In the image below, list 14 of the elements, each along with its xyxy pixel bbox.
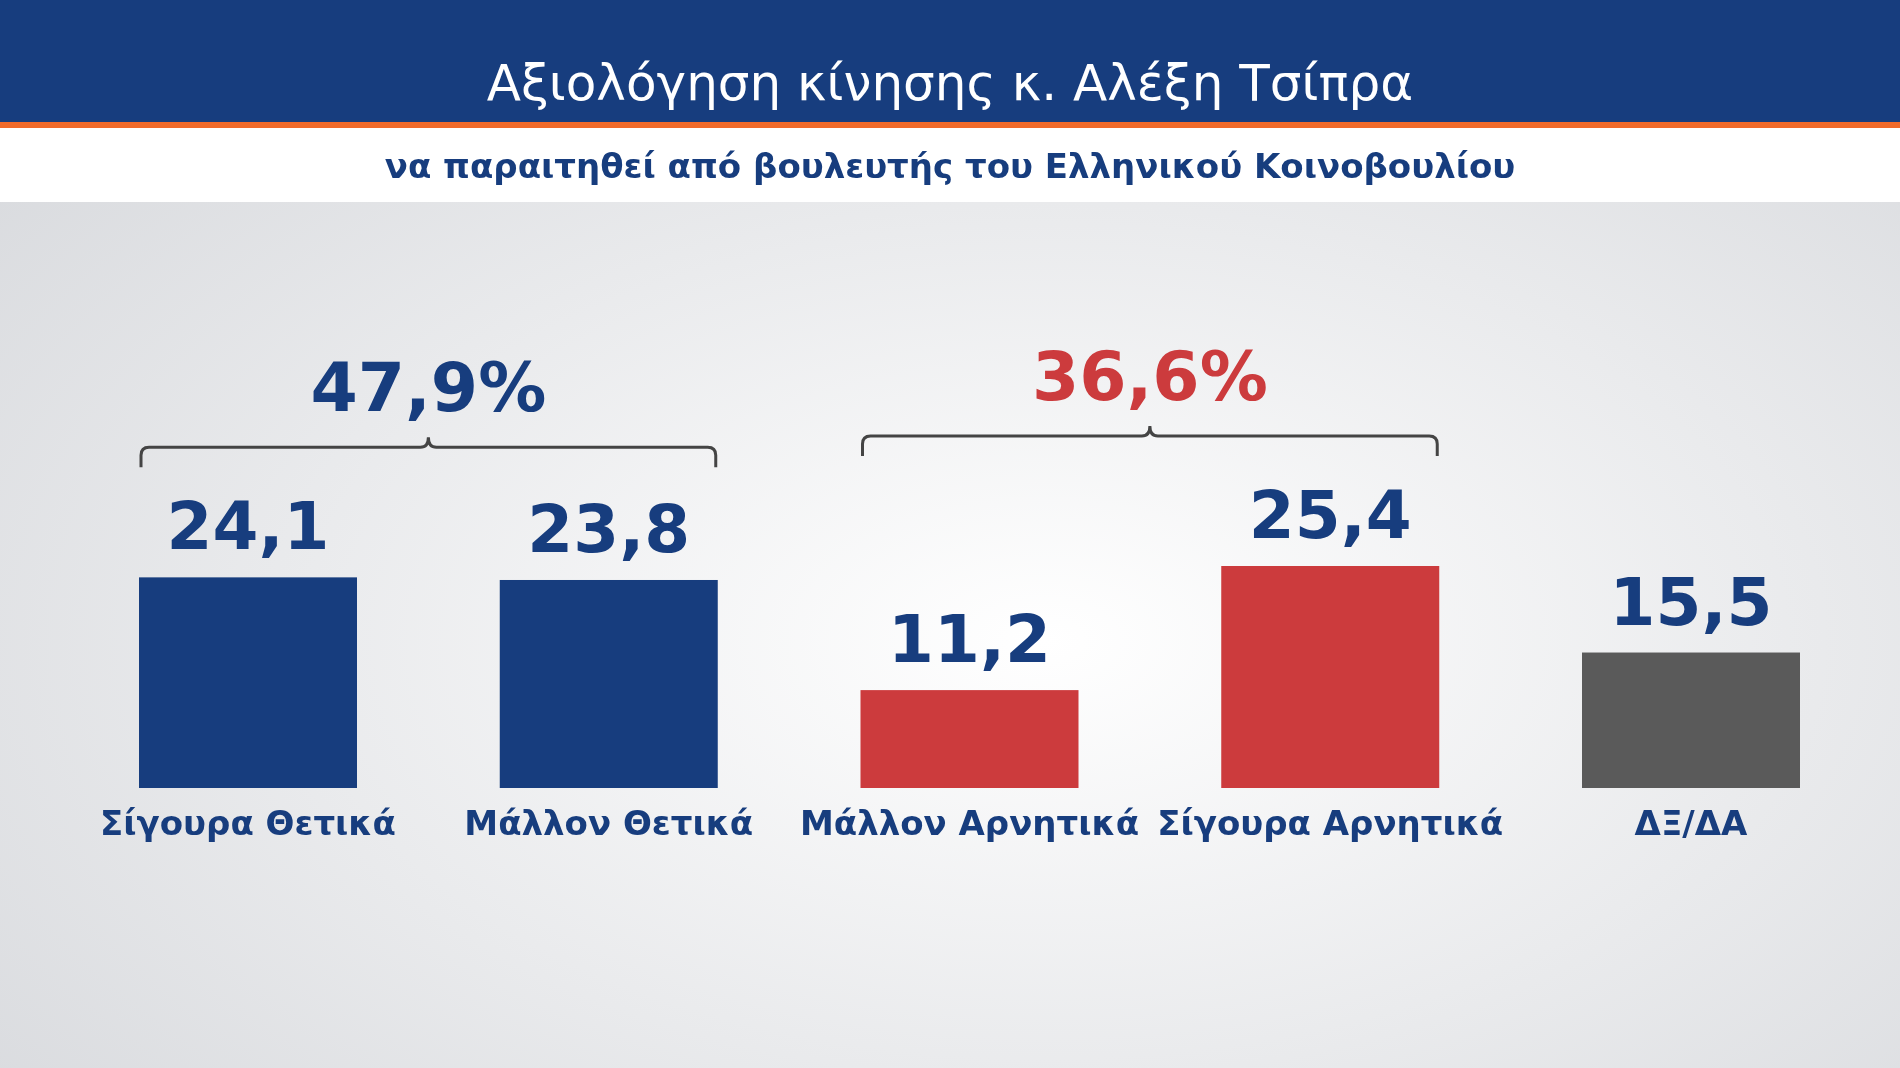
text: 47,9% (310, 348, 547, 428)
text: 36,6% (1031, 337, 1268, 416)
data-label: 23,8 (527, 490, 691, 568)
chart-title: Αξιολόγηση κίνησης κ. Αλέξη Τσίπρα (486, 54, 1414, 112)
data-label: 24,1 (166, 488, 330, 566)
x-tick-label: ΔΞ/ΔΑ (1634, 803, 1749, 843)
data-label: 25,4 (1248, 477, 1412, 554)
x-tick-label: Μάλλον Θετικά (464, 803, 754, 843)
chart-subtitle: να παραιτηθεί από βουλευτής του Ελληνικού Κοινοβουλίου (384, 146, 1516, 186)
x-tick-label: Μάλλον Αρνητικά (799, 803, 1140, 843)
x-tick-label: Σίγουρα Αρνητικά (1157, 803, 1504, 843)
data-label: 11,2 (888, 601, 1051, 679)
data-label: 15,5 (1609, 563, 1773, 641)
x-tick-label: Σίγουρα Θετικά (100, 803, 396, 843)
